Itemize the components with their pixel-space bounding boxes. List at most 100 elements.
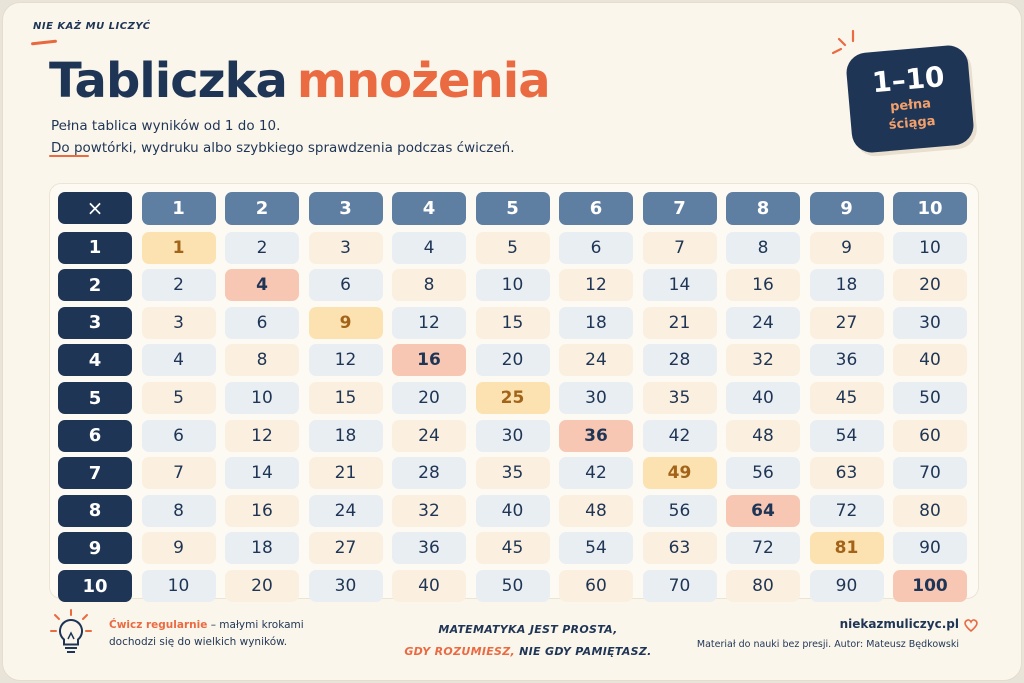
product-cell: 35 bbox=[642, 382, 717, 414]
product-cell: 14 bbox=[642, 269, 717, 302]
product-cell: 10 bbox=[225, 382, 299, 414]
product-cell: 16 bbox=[225, 494, 299, 527]
tip-rest: – małymi krokami dochodzi się do wielkic… bbox=[109, 619, 304, 648]
title-part-1: Tabliczka bbox=[49, 53, 288, 109]
product-cell: 72 bbox=[809, 494, 884, 527]
square-cell: 64 bbox=[726, 494, 800, 527]
product-cell: 63 bbox=[642, 532, 717, 565]
product-cell: 10 bbox=[893, 231, 967, 264]
site-link[interactable]: niekazmuliczyc.pl bbox=[839, 617, 959, 631]
product-cell: 6 bbox=[141, 419, 216, 452]
product-cell: 9 bbox=[809, 231, 884, 264]
product-cell: 42 bbox=[559, 457, 633, 490]
product-cell: 18 bbox=[809, 269, 884, 302]
product-cell: 18 bbox=[559, 306, 633, 339]
page-title: Tabliczka mnożenia bbox=[49, 53, 551, 109]
column-header: 8 bbox=[726, 192, 800, 225]
product-cell: 10 bbox=[475, 269, 550, 302]
product-cell: 18 bbox=[308, 419, 383, 452]
product-cell: 48 bbox=[559, 494, 633, 527]
product-cell: 30 bbox=[893, 306, 967, 339]
product-cell: 27 bbox=[809, 306, 884, 339]
lightbulb-icon bbox=[50, 609, 92, 653]
product-cell: 21 bbox=[642, 306, 717, 339]
product-cell: 2 bbox=[225, 231, 299, 264]
product-cell: 60 bbox=[559, 570, 633, 602]
product-cell: 24 bbox=[308, 494, 383, 527]
product-cell: 3 bbox=[141, 306, 216, 339]
subtitle-line-1: Pełna tablica wyników od 1 do 10. bbox=[51, 118, 281, 134]
product-cell: 28 bbox=[642, 344, 717, 377]
column-header: 4 bbox=[392, 192, 466, 225]
product-cell: 6 bbox=[308, 269, 383, 302]
product-cell: 8 bbox=[225, 344, 299, 377]
subtitle-underline bbox=[49, 155, 89, 157]
product-cell: 12 bbox=[308, 344, 383, 377]
product-cell: 70 bbox=[893, 457, 967, 490]
product-cell: 12 bbox=[225, 419, 299, 452]
row-header: 5 bbox=[58, 382, 132, 414]
product-cell: 36 bbox=[392, 532, 466, 565]
row-header: 10 bbox=[58, 570, 132, 602]
product-cell: 80 bbox=[893, 494, 967, 527]
product-cell: 70 bbox=[642, 570, 717, 602]
product-cell: 12 bbox=[392, 306, 466, 339]
square-cell: 16 bbox=[392, 344, 466, 377]
square-cell: 36 bbox=[559, 419, 633, 452]
square-cell: 9 bbox=[308, 306, 383, 339]
product-cell: 30 bbox=[308, 570, 383, 602]
product-cell: 32 bbox=[726, 344, 800, 377]
product-cell: 20 bbox=[893, 269, 967, 302]
range-badge: 1–10 pełna ściąga bbox=[844, 43, 976, 155]
product-cell: 10 bbox=[141, 570, 216, 602]
column-header: 1 bbox=[141, 192, 216, 225]
column-header: 6 bbox=[559, 192, 633, 225]
row-header: 8 bbox=[58, 494, 132, 527]
product-cell: 56 bbox=[726, 457, 800, 490]
brand-label: NIE KAŻ MU LICZYĆ bbox=[33, 21, 151, 32]
product-cell: 21 bbox=[308, 457, 383, 490]
square-cell: 81 bbox=[809, 532, 884, 565]
author-note: Materiał do nauki bez presji. Autor: Mat… bbox=[696, 639, 959, 650]
column-header: 9 bbox=[809, 192, 884, 225]
motto-rest: NIE GDY PAMIĘTASZ. bbox=[515, 645, 652, 658]
square-cell: 1 bbox=[141, 231, 216, 264]
credits: niekazmuliczyc.pl Materiał do nauki bez … bbox=[693, 617, 985, 650]
product-cell: 6 bbox=[225, 306, 299, 339]
product-cell: 6 bbox=[559, 231, 633, 264]
motto-highlight: GDY ROZUMIESZ, bbox=[404, 645, 516, 658]
product-cell: 54 bbox=[809, 419, 884, 452]
product-cell: 27 bbox=[308, 532, 383, 565]
product-cell: 40 bbox=[392, 570, 466, 602]
square-cell: 4 bbox=[225, 269, 299, 302]
product-cell: 40 bbox=[893, 344, 967, 377]
product-cell: 20 bbox=[475, 344, 550, 377]
row-header: 7 bbox=[58, 457, 132, 490]
column-header: 10 bbox=[893, 192, 967, 225]
product-cell: 2 bbox=[141, 269, 216, 302]
row-header: 1 bbox=[58, 231, 132, 264]
product-cell: 9 bbox=[141, 532, 216, 565]
product-cell: 4 bbox=[141, 344, 216, 377]
product-cell: 8 bbox=[392, 269, 466, 302]
product-cell: 5 bbox=[475, 231, 550, 264]
tip-text: Ćwicz regularnie – małymi krokami dochod… bbox=[109, 617, 339, 651]
row-header: 2 bbox=[58, 269, 132, 302]
product-cell: 15 bbox=[308, 382, 383, 414]
square-cell: 49 bbox=[642, 457, 717, 490]
column-header: 7 bbox=[642, 192, 717, 225]
subtitle: Pełna tablica wyników od 1 do 10. Do pow… bbox=[51, 115, 515, 159]
subtitle-line-2: Do powtórki, wydruku albo szybkiego spra… bbox=[51, 140, 515, 156]
product-cell: 45 bbox=[809, 382, 884, 414]
product-cell: 56 bbox=[642, 494, 717, 527]
tip-highlight: Ćwicz regularnie bbox=[109, 619, 208, 631]
heart-icon bbox=[964, 619, 978, 633]
product-cell: 7 bbox=[642, 231, 717, 264]
row-header: 6 bbox=[58, 419, 132, 452]
square-cell: 25 bbox=[475, 382, 550, 414]
brand-underline bbox=[30, 39, 58, 46]
title-part-2: mnożenia bbox=[296, 53, 551, 109]
product-cell: 54 bbox=[559, 532, 633, 565]
row-header: 4 bbox=[58, 344, 132, 377]
